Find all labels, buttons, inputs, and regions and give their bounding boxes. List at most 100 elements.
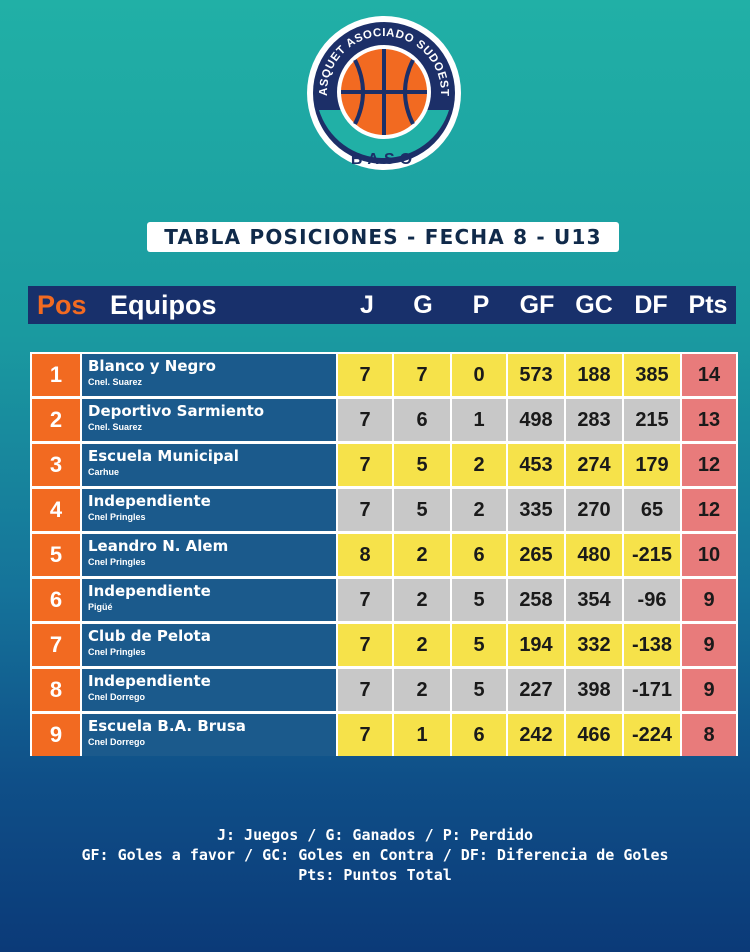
gf-cell: 265 <box>508 534 564 576</box>
team-name: Leandro N. Alem <box>88 537 229 555</box>
pts-cell: 9 <box>682 669 736 711</box>
gc-cell: 283 <box>566 399 622 441</box>
p-cell: 5 <box>452 624 506 666</box>
team-name: Independiente <box>88 582 211 600</box>
team-name: Escuela Municipal <box>88 447 239 465</box>
j-cell: 7 <box>338 354 392 396</box>
team-name: Independiente <box>88 492 211 510</box>
position-cell: 2 <box>32 399 80 441</box>
gc-cell: 354 <box>566 579 622 621</box>
baso-logo: BASQUET ASOCIADO SUDOESTE BASO <box>305 14 461 170</box>
position-cell: 1 <box>32 354 80 396</box>
table-row: 4 Independiente Cnel Pringles 7 5 2 335 … <box>30 489 738 531</box>
legend-line-3: Pts: Puntos Total <box>298 866 452 884</box>
position-cell: 3 <box>32 444 80 486</box>
j-cell: 7 <box>338 399 392 441</box>
team-city: Cnel Pringles <box>88 557 146 567</box>
pts-cell: 9 <box>682 579 736 621</box>
pts-cell: 14 <box>682 354 736 396</box>
gf-cell: 335 <box>508 489 564 531</box>
header-pts: Pts <box>688 291 728 319</box>
df-cell: -215 <box>624 534 680 576</box>
team-cell: Independiente Pigüé <box>82 579 336 621</box>
basketball-seams-icon <box>341 49 427 135</box>
page-title-text: TABLA POSICIONES - FECHA 8 - U13 <box>164 225 602 249</box>
team-cell: Club de Pelota Cnel Pringles <box>82 624 336 666</box>
g-cell: 5 <box>394 489 450 531</box>
team-city: Cnel Pringles <box>88 512 146 522</box>
team-name: Escuela B.A. Brusa <box>88 717 246 735</box>
gc-cell: 398 <box>566 669 622 711</box>
position-cell: 6 <box>32 579 80 621</box>
j-cell: 7 <box>338 489 392 531</box>
g-cell: 5 <box>394 444 450 486</box>
p-cell: 5 <box>452 579 506 621</box>
table-row: 8 Independiente Cnel Dorrego 7 2 5 227 3… <box>30 669 738 711</box>
header-g: G <box>413 291 433 319</box>
team-cell: Escuela Municipal Carhue <box>82 444 336 486</box>
df-cell: 215 <box>624 399 680 441</box>
g-cell: 2 <box>394 624 450 666</box>
df-cell: -224 <box>624 714 680 756</box>
team-cell: Blanco y Negro Cnel. Suarez <box>82 354 336 396</box>
standings-table: 1 Blanco y Negro Cnel. Suarez 7 7 0 573 … <box>30 352 738 756</box>
legend-line-1: J: Juegos / G: Ganados / P: Perdido <box>216 826 534 844</box>
df-cell: 385 <box>624 354 680 396</box>
team-city: Pigüé <box>88 602 113 612</box>
team-name: Club de Pelota <box>88 627 211 645</box>
team-city: Cnel Dorrego <box>88 737 146 747</box>
gf-cell: 227 <box>508 669 564 711</box>
header-gc: GC <box>575 291 613 319</box>
j-cell: 7 <box>338 714 392 756</box>
g-cell: 1 <box>394 714 450 756</box>
team-name: Independiente <box>88 672 211 690</box>
p-cell: 1 <box>452 399 506 441</box>
page-title: TABLA POSICIONES - FECHA 8 - U13 <box>147 222 619 252</box>
gf-cell: 258 <box>508 579 564 621</box>
table-row: 7 Club de Pelota Cnel Pringles 7 2 5 194… <box>30 624 738 666</box>
j-cell: 8 <box>338 534 392 576</box>
gc-cell: 270 <box>566 489 622 531</box>
table-row: 1 Blanco y Negro Cnel. Suarez 7 7 0 573 … <box>30 354 738 396</box>
gc-cell: 466 <box>566 714 622 756</box>
p-cell: 5 <box>452 669 506 711</box>
gf-cell: 573 <box>508 354 564 396</box>
gc-cell: 188 <box>566 354 622 396</box>
gf-cell: 453 <box>508 444 564 486</box>
position-cell: 7 <box>32 624 80 666</box>
p-cell: 2 <box>452 444 506 486</box>
pts-cell: 8 <box>682 714 736 756</box>
j-cell: 7 <box>338 669 392 711</box>
g-cell: 6 <box>394 399 450 441</box>
p-cell: 2 <box>452 489 506 531</box>
df-cell: -138 <box>624 624 680 666</box>
team-cell: Escuela B.A. Brusa Cnel Dorrego <box>82 714 336 756</box>
pts-cell: 12 <box>682 444 736 486</box>
gf-cell: 194 <box>508 624 564 666</box>
p-cell: 0 <box>452 354 506 396</box>
j-cell: 7 <box>338 579 392 621</box>
position-cell: 5 <box>32 534 80 576</box>
team-cell: Leandro N. Alem Cnel Pringles <box>82 534 336 576</box>
team-city: Cnel. Suarez <box>88 422 143 432</box>
table-header: Pos Equipos J G P GF GC DF Pts <box>28 286 736 324</box>
header-gf: GF <box>519 291 555 319</box>
df-cell: -96 <box>624 579 680 621</box>
header-df: DF <box>634 291 668 319</box>
p-cell: 6 <box>452 714 506 756</box>
team-city: Cnel. Suarez <box>88 377 143 387</box>
j-cell: 7 <box>338 624 392 666</box>
position-cell: 4 <box>32 489 80 531</box>
df-cell: 65 <box>624 489 680 531</box>
table-row: 9 Escuela B.A. Brusa Cnel Dorrego 7 1 6 … <box>30 714 738 756</box>
team-city: Cnel Pringles <box>88 647 146 657</box>
logo-bottom-text: BASO <box>351 151 417 168</box>
position-cell: 8 <box>32 669 80 711</box>
header-equipos: Equipos <box>110 290 217 320</box>
table-row: 3 Escuela Municipal Carhue 7 5 2 453 274… <box>30 444 738 486</box>
team-cell: Independiente Cnel Dorrego <box>82 669 336 711</box>
position-cell: 9 <box>32 714 80 756</box>
g-cell: 2 <box>394 579 450 621</box>
team-city: Cnel Dorrego <box>88 692 146 702</box>
table-row: 5 Leandro N. Alem Cnel Pringles 8 2 6 26… <box>30 534 738 576</box>
